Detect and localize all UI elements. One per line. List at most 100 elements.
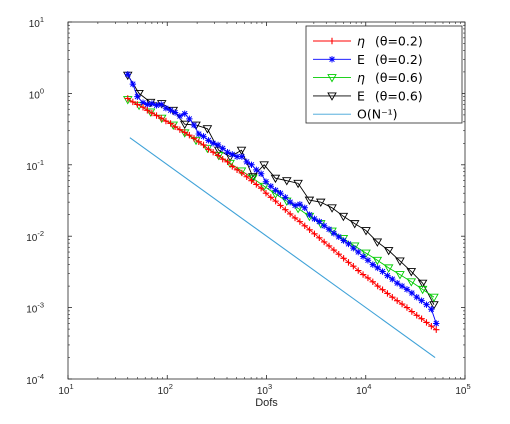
data-point	[418, 315, 425, 322]
data-point	[176, 126, 184, 133]
data-point	[224, 149, 231, 156]
legend-marker-0	[328, 37, 336, 45]
legend-marker-3	[327, 92, 337, 101]
data-point	[214, 152, 222, 159]
data-point	[195, 138, 203, 145]
data-point	[345, 240, 352, 248]
data-point	[202, 125, 213, 134]
data-point	[219, 155, 226, 163]
data-point	[301, 204, 308, 211]
data-point	[383, 264, 394, 273]
data-point	[243, 158, 250, 166]
data-point	[320, 238, 328, 246]
data-point	[144, 101, 151, 108]
data-point	[248, 177, 255, 184]
y-tick-label: 10-2	[26, 229, 44, 244]
data-point	[406, 278, 417, 287]
data-point	[369, 261, 377, 268]
legend-entry-2: η (θ=0.6)	[357, 70, 423, 85]
data-point	[403, 286, 411, 293]
data-point	[190, 121, 198, 129]
data-point	[186, 131, 193, 139]
data-point	[134, 93, 141, 100]
data-point	[395, 257, 405, 266]
data-point	[224, 158, 231, 166]
data-point	[267, 194, 275, 201]
data-point	[340, 237, 347, 244]
data-point	[325, 226, 333, 233]
data-point	[219, 145, 226, 152]
data-point	[229, 163, 236, 170]
data-point	[129, 98, 137, 106]
data-point	[200, 141, 207, 149]
y-tick-label: 10-1	[26, 158, 44, 173]
data-point	[296, 201, 304, 208]
data-point	[408, 308, 416, 315]
data-point	[162, 105, 170, 112]
data-point	[209, 140, 217, 147]
data-point	[428, 305, 435, 313]
data-point	[205, 146, 212, 153]
series-group	[122, 71, 440, 358]
data-point	[233, 166, 241, 174]
data-point	[316, 218, 323, 225]
legend-marker-2	[327, 74, 337, 83]
data-point	[233, 153, 241, 160]
data-point	[423, 319, 430, 326]
data-point	[304, 196, 315, 206]
data-point	[186, 115, 193, 123]
data-point	[124, 95, 131, 102]
data-point	[253, 181, 260, 188]
data-point	[301, 222, 308, 229]
data-point	[257, 170, 265, 177]
legend-entry-3: E (θ=0.6)	[357, 88, 423, 103]
data-point	[361, 249, 371, 258]
series-0	[124, 95, 440, 333]
data-point	[171, 109, 179, 116]
data-point	[158, 114, 165, 122]
data-point	[330, 246, 338, 254]
data-point	[286, 210, 294, 218]
data-point	[248, 161, 255, 168]
data-point	[253, 166, 260, 174]
data-point	[205, 137, 212, 144]
data-point	[293, 179, 303, 189]
series-1	[124, 71, 440, 327]
data-point	[162, 117, 170, 125]
data-point	[236, 146, 247, 156]
data-point	[311, 215, 318, 223]
legend-entry-0: η (θ=0.2)	[357, 34, 423, 49]
data-point	[129, 80, 137, 88]
data-point	[148, 100, 156, 107]
data-point	[291, 214, 299, 222]
data-point	[257, 185, 265, 192]
data-point	[355, 248, 362, 256]
data-point	[181, 129, 188, 136]
data-point	[361, 227, 371, 236]
data-point	[286, 198, 294, 206]
x-tick-label: 102	[158, 382, 173, 397]
legend-entry-1: E (θ=0.2)	[357, 52, 423, 67]
data-point	[325, 242, 333, 250]
data-point	[316, 234, 323, 241]
data-point	[349, 220, 360, 229]
data-point	[335, 233, 342, 241]
series-4	[129, 137, 436, 358]
data-point	[179, 120, 190, 130]
data-point	[398, 282, 406, 290]
data-point	[282, 194, 289, 201]
data-point	[408, 289, 416, 297]
y-tick-label: 10-4	[26, 372, 44, 387]
data-point	[364, 274, 372, 282]
data-point	[296, 218, 304, 225]
x-tick-label: 105	[455, 382, 470, 397]
series-line	[129, 137, 436, 358]
data-point	[262, 190, 270, 197]
data-point	[379, 268, 386, 275]
data-point	[374, 282, 381, 290]
data-point	[359, 271, 367, 278]
data-point	[406, 268, 417, 277]
data-point	[417, 279, 428, 289]
data-point	[327, 204, 337, 213]
data-point	[291, 202, 299, 209]
